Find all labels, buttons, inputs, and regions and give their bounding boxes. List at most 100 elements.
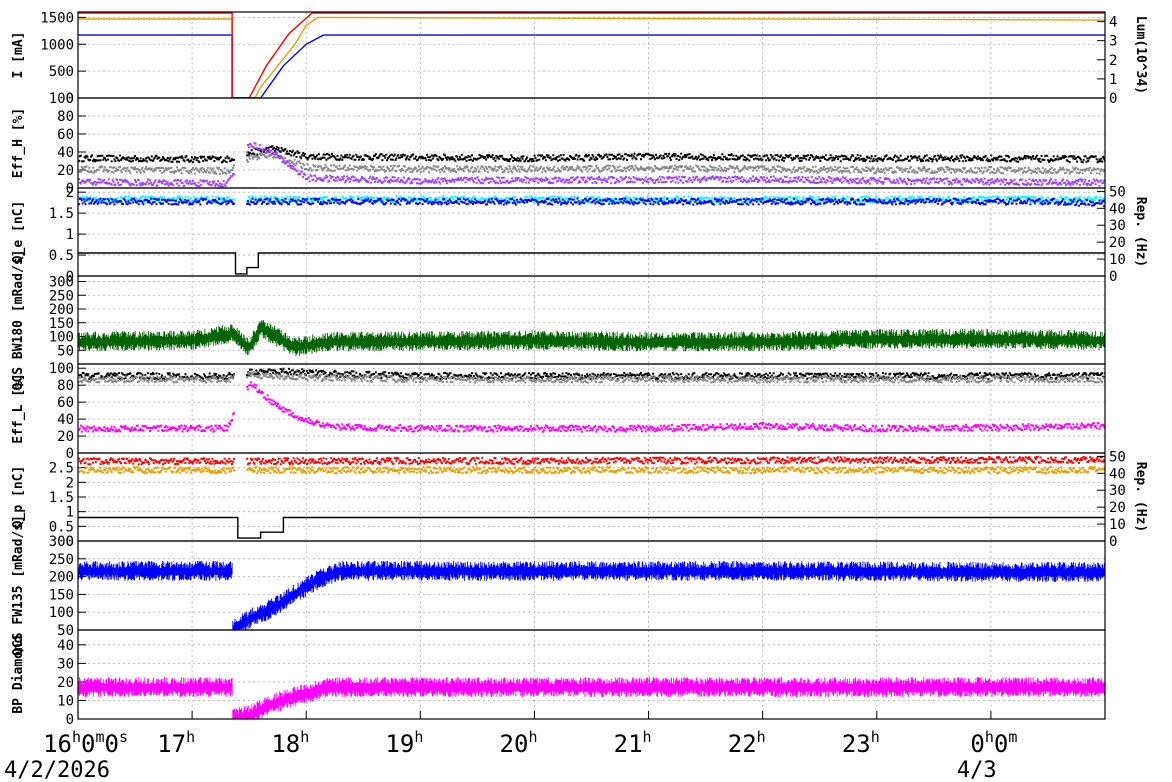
x-tick-label: 16	[43, 730, 72, 758]
y-axis-label: I [mA]	[11, 32, 26, 79]
x-tick-label: 21	[614, 730, 643, 758]
y-tick-label: 0	[66, 446, 74, 462]
series-line-2	[78, 12, 1105, 98]
panel-frame	[77, 540, 1106, 631]
y-axis-label: Eff_H [%]	[11, 108, 26, 178]
y-tick-label: 250	[49, 552, 74, 568]
right-axis-label: Rep. (Hz)	[1133, 197, 1148, 267]
x-tick-suffix: h	[643, 728, 652, 746]
panel-frame	[77, 275, 1106, 365]
x-tick-label: 20	[500, 730, 529, 758]
right-tick-label: 20	[1109, 235, 1126, 251]
y-tick-label: 0	[66, 712, 74, 728]
x-tick-suffix: h	[528, 728, 537, 746]
right-tick-label: 3	[1109, 34, 1117, 50]
right-tick-label: 30	[1109, 218, 1126, 234]
x-tick-part: h	[871, 728, 880, 746]
panel-frame	[77, 629, 1106, 720]
y-axis-label: QCS FW135 [mRad/s]	[11, 515, 26, 656]
x-tick-part: h	[300, 728, 309, 746]
x-tick-suffix: h	[757, 728, 766, 746]
y-tick-label: 1500	[40, 10, 74, 26]
y-tick-label: 0.5	[49, 248, 74, 264]
series-line-2	[78, 516, 1105, 539]
x-tick-part: m	[95, 728, 104, 746]
right-tick-label: 50	[1109, 184, 1126, 200]
x-tick-part: h	[414, 728, 423, 746]
x-tick-part: m	[1008, 728, 1017, 746]
y-tick-label: 30	[57, 656, 74, 672]
x-tick-part: h	[186, 728, 195, 746]
x-tick-label: 22	[728, 730, 757, 758]
right-tick-label: 2	[1109, 53, 1117, 69]
x-tick-part: 0	[81, 730, 95, 758]
series-dots-1	[78, 466, 1105, 475]
panel-frame	[77, 97, 1106, 189]
series-dots-0	[78, 455, 1105, 466]
right-tick-label: 10	[1109, 517, 1126, 533]
right-tick-label: 0	[1109, 534, 1117, 550]
right-axis-label: Rep. (Hz)	[1133, 462, 1148, 532]
y-tick-label: 1	[66, 227, 74, 243]
y-tick-label: 1.5	[49, 490, 74, 506]
y-tick-label: 300	[49, 275, 74, 291]
x-tick-part: 0	[994, 730, 1008, 758]
x-tick-label: 17	[157, 730, 186, 758]
date-label: 4/2/2026	[4, 758, 110, 782]
y-tick-label: 2	[66, 475, 74, 491]
y-tick-label: 1	[66, 505, 74, 521]
y-tick-label: 300	[49, 534, 74, 550]
x-tick-suffix: h0m0s	[72, 728, 128, 758]
y-tick-label: 0	[66, 91, 74, 107]
y-tick-label: 40	[57, 638, 74, 654]
y-tick-label: 20	[57, 163, 74, 179]
panel-current: 0 500 1000 1500 0 1 2 3 4 Lum(10^34) I [mA]	[11, 10, 1148, 107]
series-band-0	[78, 560, 1105, 630]
date-label: 4/3	[957, 758, 997, 782]
x-tick-part: h	[528, 728, 537, 746]
x-tick-label: 0	[970, 730, 984, 758]
right-tick-label: 1	[1109, 72, 1117, 88]
x-tick-part: h	[757, 728, 766, 746]
y-tick-label: 2	[66, 185, 74, 201]
series-band-0	[78, 677, 1105, 719]
y-tick-label: 1.5	[49, 206, 74, 222]
y-tick-label: 20	[57, 429, 74, 445]
x-tick-part: h	[72, 728, 81, 746]
y-axis-label: QCS BW180 [mRad/s]	[11, 250, 26, 391]
y-axis-label: Q_p [nC]	[11, 466, 26, 529]
panel-frame	[77, 452, 1106, 542]
x-tick-suffix: h	[871, 728, 880, 746]
y-tick-label: 100	[49, 605, 74, 621]
x-tick-suffix: h	[300, 728, 309, 746]
y-tick-label: 0	[66, 181, 74, 197]
right-tick-label: 4	[1109, 15, 1117, 31]
y-tick-label: 100	[49, 361, 74, 377]
y-tick-label: 50	[57, 343, 74, 359]
x-tick-suffix: h	[414, 728, 423, 746]
right-tick-label: 20	[1109, 500, 1126, 516]
panel-effh: 0 20 40 60 80 100 Eff_H [%]	[11, 91, 1106, 197]
right-tick-label: 0	[1109, 91, 1117, 107]
y-tick-label: 1000	[40, 37, 74, 53]
series-dots-1	[78, 371, 1105, 384]
y-tick-label: 150	[49, 587, 74, 603]
series-dots-2	[78, 381, 1105, 433]
series-dots-0	[78, 145, 1105, 164]
y-tick-label: 60	[57, 127, 74, 143]
y-tick-label: 50	[57, 623, 74, 639]
x-tick-label: 23	[842, 730, 871, 758]
x-tick-part: h	[985, 728, 994, 746]
x-tick-part: s	[119, 728, 128, 746]
right-tick-label: 10	[1109, 252, 1126, 268]
y-tick-label: 150	[49, 316, 74, 332]
y-tick-label: 60	[57, 395, 74, 411]
y-tick-label: 250	[49, 288, 74, 304]
x-tick-label: 18	[271, 730, 300, 758]
y-tick-label: 40	[57, 145, 74, 161]
series-dots-1	[78, 151, 1105, 175]
right-tick-label: 0	[1109, 269, 1117, 285]
y-tick-label: 100	[49, 91, 74, 107]
panel-diamond: 0 10 20 30 40 BP Diamond	[11, 629, 1106, 728]
